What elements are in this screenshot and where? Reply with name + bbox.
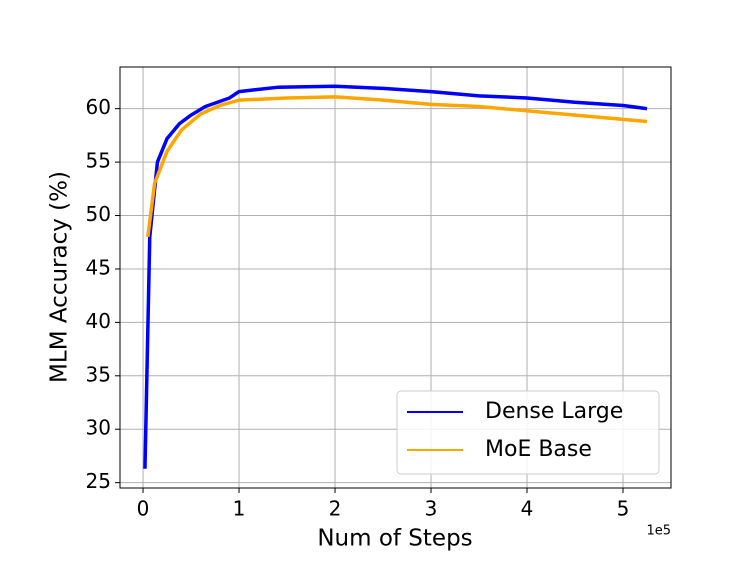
- x-tick-label: 4: [521, 497, 534, 521]
- y-tick-label: 45: [86, 255, 111, 279]
- x-tick-label: 5: [617, 497, 630, 521]
- x-tick-label: 2: [329, 497, 342, 521]
- x-offset-label: 1e5: [646, 524, 671, 539]
- x-axis-label: Num of Steps: [317, 526, 472, 552]
- y-axis-label: MLM Accuracy (%): [47, 171, 73, 383]
- y-tick-label: 60: [86, 95, 111, 119]
- plot-frame: [119, 66, 672, 489]
- x-tick-label: 3: [425, 497, 438, 521]
- x-tick-label: 0: [137, 497, 150, 521]
- line: [143, 84, 648, 469]
- y-tick-label: 55: [86, 149, 111, 173]
- y-tick-label: 25: [86, 469, 111, 493]
- y-tick-label: 30: [86, 416, 111, 440]
- line: [146, 95, 648, 238]
- legend-label: Dense Large: [485, 399, 623, 424]
- legend-label: MoE Base: [485, 437, 592, 462]
- y-tick-label: 40: [86, 309, 111, 333]
- y-tick-label: 50: [86, 202, 111, 226]
- x-tick-label: 1: [233, 497, 246, 521]
- y-tick-label: 35: [86, 362, 111, 386]
